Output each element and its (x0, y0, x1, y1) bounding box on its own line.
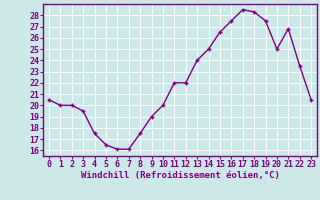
X-axis label: Windchill (Refroidissement éolien,°C): Windchill (Refroidissement éolien,°C) (81, 171, 279, 180)
